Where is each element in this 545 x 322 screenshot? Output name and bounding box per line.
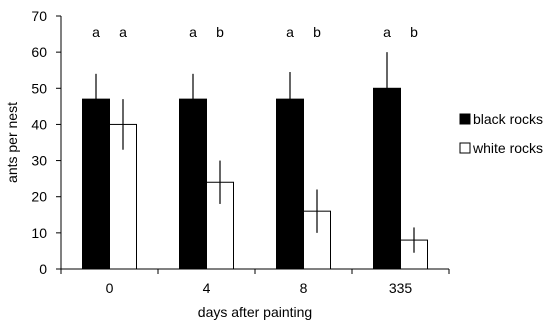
- legend: black rocks white rocks: [459, 111, 543, 156]
- x-tick-label: 4: [203, 280, 211, 296]
- y-axis-label: ants per nest: [4, 102, 20, 183]
- significance-letter: a: [92, 24, 100, 40]
- legend-label: white rocks: [472, 140, 543, 156]
- significance-letter: b: [410, 24, 418, 40]
- y-tick-label: 70: [31, 8, 47, 24]
- legend-swatch: [459, 142, 471, 154]
- x-tick-label: 0: [106, 280, 114, 296]
- significance-letter: a: [383, 24, 391, 40]
- error-bars: [95, 52, 415, 253]
- y-tick-label: 50: [31, 80, 47, 96]
- significance-letter: a: [286, 24, 294, 40]
- y-tick-label: 30: [31, 153, 47, 169]
- y-tick-label: 60: [31, 44, 47, 60]
- bar-black-rocks: [179, 98, 207, 270]
- y-tick-label: 20: [31, 189, 47, 205]
- x-axis-ticks: 0 4 8 335: [60, 269, 450, 296]
- x-tick-label: 8: [300, 280, 308, 296]
- legend-swatch: [459, 113, 471, 125]
- bars: [82, 87, 428, 270]
- x-tick-label: 335: [389, 280, 413, 296]
- legend-label: black rocks: [473, 111, 543, 127]
- x-axis-label: days after painting: [198, 304, 312, 320]
- significance-letter: b: [313, 24, 321, 40]
- y-tick-label: 0: [39, 261, 47, 277]
- bar-black-rocks: [276, 98, 304, 270]
- y-axis-ticks: 0 10 20 30 40 50 60 70: [31, 8, 61, 277]
- significance-letter: a: [119, 24, 127, 40]
- significance-letter: b: [216, 24, 224, 40]
- y-tick-label: 10: [31, 225, 47, 241]
- y-tick-label: 40: [31, 116, 47, 132]
- significance-letter: a: [189, 24, 197, 40]
- bar-black-rocks: [82, 98, 110, 270]
